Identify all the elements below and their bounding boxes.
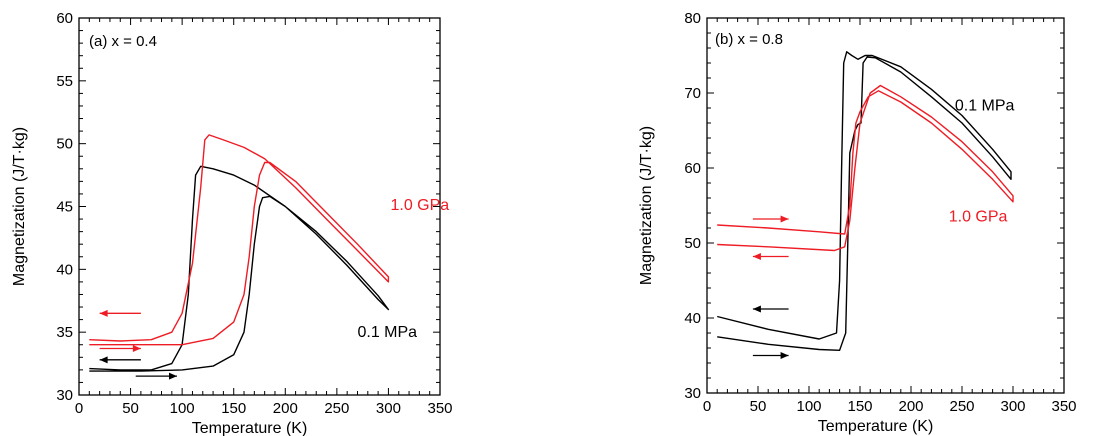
direction-arrowhead <box>780 352 789 359</box>
series-annotation: 0.1 MPa <box>955 97 1015 114</box>
y-tick-label: 30 <box>684 385 701 402</box>
series-annotation: 0.1 MPa <box>357 324 417 341</box>
y-tick-label: 60 <box>684 160 701 177</box>
x-tick-label: 200 <box>898 398 923 415</box>
x-tick-label: 50 <box>750 398 767 415</box>
chart-panel-a: 0 50 100 150 200 250 300 350 30 35 40 45 50 55 60 Tempe… <box>11 10 453 436</box>
x-tick-label: 150 <box>847 398 872 415</box>
panel-label: (a) x = 0.4 <box>89 33 157 50</box>
x-tick-label: 300 <box>376 400 401 417</box>
direction-arrowhead <box>752 305 761 313</box>
x-tick-label: 100 <box>796 398 821 415</box>
series-annotation: 1.0 GPa <box>949 208 1008 225</box>
x-tick-label: 50 <box>122 400 139 417</box>
series-line-1-0-gpa <box>89 134 390 346</box>
x-tick-label: 300 <box>1000 398 1025 415</box>
direction-arrowhead <box>168 372 177 380</box>
y-tick-label: 30 <box>56 387 73 404</box>
direction-arrowhead <box>99 309 108 317</box>
y-tick-label: 70 <box>684 85 701 102</box>
direction-arrowhead <box>99 356 108 364</box>
plot-frame <box>706 17 1065 394</box>
x-tick-label: 0 <box>703 398 711 415</box>
direction-arrowhead <box>752 253 761 260</box>
y-tick-label: 50 <box>56 136 73 153</box>
x-tick-label: 350 <box>1051 398 1076 415</box>
y-tick-label: 50 <box>684 235 701 252</box>
x-axis-label: Temperature (K) <box>818 418 934 435</box>
direction-arrowhead <box>780 215 789 223</box>
y-tick-label: 80 <box>684 10 701 27</box>
chart-panel-b: 0 50 100 150 200 250 300 350 30 40 50 60 70 80 Tempera… <box>638 10 1077 435</box>
y-axis-label: Magnetization (J/T·kg) <box>11 127 28 286</box>
panel-label: (b) x = 0.8 <box>715 31 783 48</box>
y-tick-label: 60 <box>56 10 73 27</box>
x-tick-label: 0 <box>75 400 83 417</box>
x-tick-label: 250 <box>324 400 349 417</box>
x-tick-label: 150 <box>221 400 246 417</box>
x-axis-label: Temperature (K) <box>192 420 308 436</box>
x-tick-label: 200 <box>273 400 298 417</box>
y-tick-label: 45 <box>56 199 73 216</box>
direction-arrowhead <box>132 345 141 353</box>
y-tick-label: 35 <box>56 324 73 341</box>
y-tick-label: 55 <box>56 73 73 90</box>
y-axis-label: Magnetization (J/T·kg) <box>638 126 655 285</box>
x-tick-label: 250 <box>949 398 974 415</box>
x-tick-label: 350 <box>427 400 452 417</box>
series-annotation: 1.0 GPa <box>390 197 449 214</box>
x-tick-label: 100 <box>170 400 195 417</box>
series-line-1-0-gpa <box>717 84 1014 252</box>
y-tick-label: 40 <box>684 310 701 327</box>
y-tick-label: 40 <box>56 261 73 278</box>
series-line-0-1-mpa <box>717 51 1012 351</box>
